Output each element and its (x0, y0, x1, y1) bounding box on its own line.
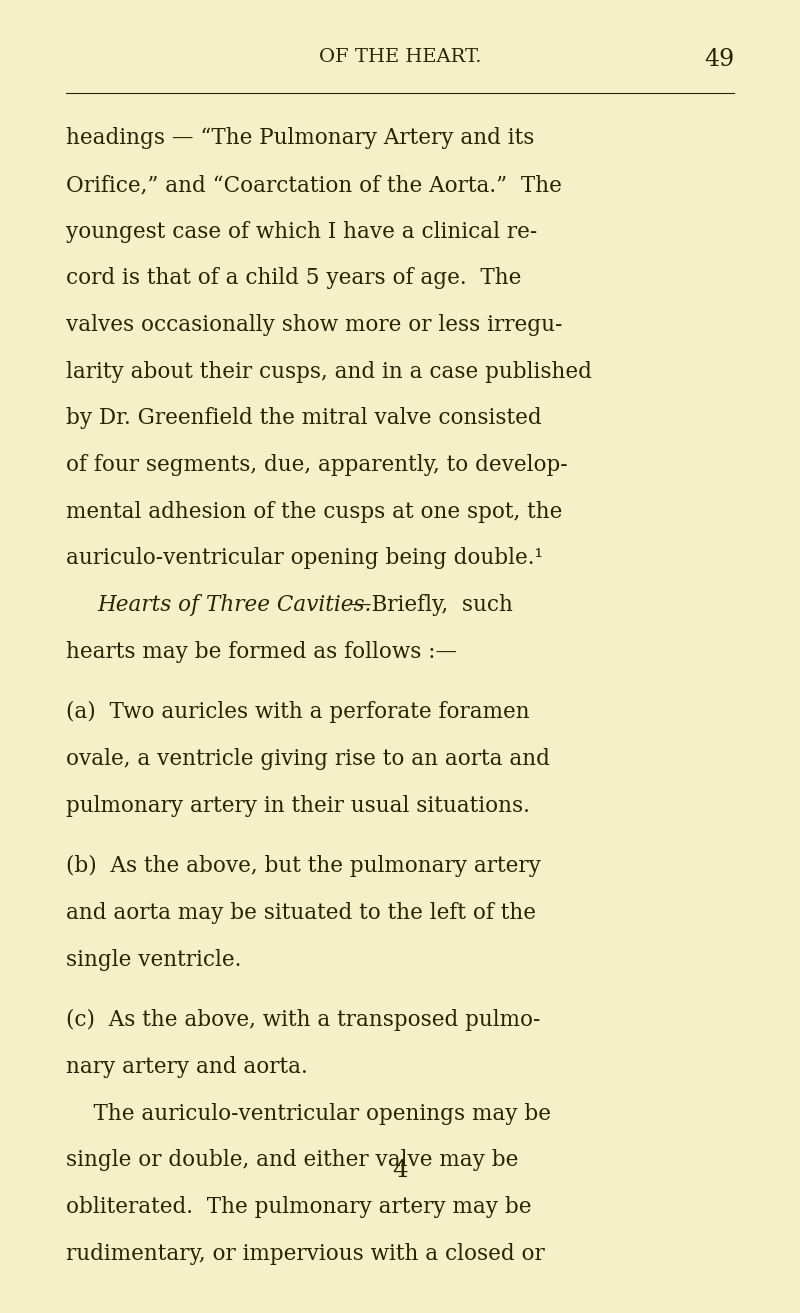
Text: 4: 4 (392, 1159, 408, 1182)
Text: mental adhesion of the cusps at one spot, the: mental adhesion of the cusps at one spot… (66, 500, 562, 523)
Text: single ventricle.: single ventricle. (66, 949, 241, 970)
Text: and aorta may be situated to the left of the: and aorta may be situated to the left of… (66, 902, 536, 924)
Text: —Briefly,  such: —Briefly, such (350, 593, 513, 616)
Text: Hearts of Three Cavities.: Hearts of Three Cavities. (98, 593, 372, 616)
Text: hearts may be formed as follows :—: hearts may be formed as follows :— (66, 641, 457, 663)
Text: The auriculo-ventricular openings may be: The auriculo-ventricular openings may be (66, 1103, 550, 1125)
Text: headings — “The Pulmonary Artery and its: headings — “The Pulmonary Artery and its (66, 127, 534, 150)
Text: cord is that of a child 5 years of age.  The: cord is that of a child 5 years of age. … (66, 268, 521, 289)
Text: nary artery and aorta.: nary artery and aorta. (66, 1056, 307, 1078)
Text: rudimentary, or impervious with a closed or: rudimentary, or impervious with a closed… (66, 1242, 544, 1264)
Text: ovale, a ventricle giving rise to an aorta and: ovale, a ventricle giving rise to an aor… (66, 748, 550, 769)
Text: of four segments, due, apparently, to develop-: of four segments, due, apparently, to de… (66, 454, 567, 477)
Text: auriculo-ventricular opening being double.¹: auriculo-ventricular opening being doubl… (66, 548, 542, 570)
Text: 49: 49 (704, 49, 734, 71)
Text: larity about their cusps, and in a case published: larity about their cusps, and in a case … (66, 361, 591, 382)
Text: (a)  Two auricles with a perforate foramen: (a) Two auricles with a perforate forame… (66, 701, 530, 723)
Text: pulmonary artery in their usual situations.: pulmonary artery in their usual situatio… (66, 794, 530, 817)
Text: obliterated.  The pulmonary artery may be: obliterated. The pulmonary artery may be (66, 1196, 531, 1218)
Text: youngest case of which I have a clinical re-: youngest case of which I have a clinical… (66, 221, 537, 243)
Text: by Dr. Greenfield the mitral valve consisted: by Dr. Greenfield the mitral valve consi… (66, 407, 542, 429)
Text: (b)  As the above, but the pulmonary artery: (b) As the above, but the pulmonary arte… (66, 855, 541, 877)
Text: single or double, and either valve may be: single or double, and either valve may b… (66, 1149, 518, 1171)
Text: (c)  As the above, with a transposed pulmo-: (c) As the above, with a transposed pulm… (66, 1010, 540, 1032)
Text: valves occasionally show more or less irregu-: valves occasionally show more or less ir… (66, 314, 562, 336)
Text: OF THE HEART.: OF THE HEART. (318, 49, 482, 67)
Text: Orifice,” and “Coarctation of the Aorta.”  The: Orifice,” and “Coarctation of the Aorta.… (66, 173, 562, 196)
